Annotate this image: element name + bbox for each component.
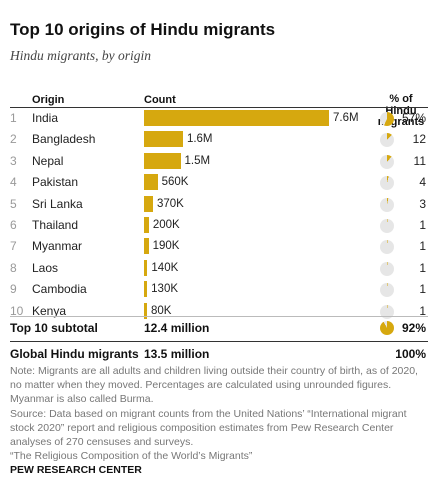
note-text: Note: Migrants are all adults and childr…: [10, 365, 418, 406]
global-count: 13.5 million: [144, 347, 210, 361]
count-bar: [144, 110, 329, 126]
count-bar: [144, 217, 149, 233]
table-row: 4 Pakistan 560K 4: [10, 172, 428, 194]
global-percent: 100%: [395, 347, 426, 361]
percent-pie-icon: [380, 197, 394, 212]
table-row: 10 Kenya 80K 1: [10, 301, 428, 323]
rank-number: 5: [10, 196, 17, 211]
global-row: Global Hindu migrants 13.5 million 100%: [10, 345, 428, 365]
global-label: Global Hindu migrants: [10, 347, 139, 361]
table-row: 2 Bangladesh 1.6M 12: [10, 129, 428, 151]
notes-block: Note: Migrants are all adults and childr…: [10, 364, 430, 463]
table-row: 6 Thailand 200K 1: [10, 215, 428, 237]
origin-label: India: [32, 111, 59, 125]
pew-logo-text: PEW RESEARCH CENTER: [10, 464, 142, 476]
count-label: 1.6M: [186, 133, 213, 146]
chart-title: Top 10 origins of Hindu migrants: [10, 20, 276, 39]
percent-label: 1: [419, 218, 426, 232]
percent-label: 11: [413, 153, 426, 168]
count-label: 7.6M: [333, 112, 359, 124]
table-row: 1 India 7.6M 57%: [10, 108, 428, 130]
report-title: “The Religious Composition of the World’…: [10, 450, 253, 463]
percent-pie-icon: [380, 112, 394, 126]
origin-label: Bangladesh: [32, 132, 96, 147]
count-bar: [144, 195, 153, 212]
percent-label: 1: [419, 260, 426, 275]
rank-number: 7: [10, 239, 17, 254]
count-bar: [144, 238, 149, 255]
origin-label: Cambodia: [32, 282, 87, 297]
percent-pie-icon: [380, 219, 394, 233]
count-label: 140K: [151, 261, 179, 274]
subtotal-label: Top 10 subtotal: [10, 321, 98, 335]
percent-label: 1: [419, 239, 426, 254]
percent-header-line-2: Hindu: [385, 104, 417, 117]
subtotal-rule: [10, 316, 428, 317]
origin-label: Laos: [32, 260, 59, 275]
percent-column-header: % of Hindu migrants: [371, 93, 431, 129]
count-label: 1.5M: [184, 154, 211, 167]
percent-pie-icon: [380, 176, 394, 191]
percent-pie-icon: [380, 261, 394, 276]
count-label: 80K: [151, 304, 172, 317]
rank-number: 10: [10, 303, 24, 318]
count-bar: [144, 302, 147, 319]
subtotal-count: 12.4 million: [144, 321, 210, 335]
percent-label: 12: [412, 132, 426, 147]
count-bar: [144, 152, 181, 169]
origin-label: Myanmar: [32, 239, 83, 254]
origin-column-header: Origin: [32, 94, 65, 106]
percent-pie-icon: [380, 283, 394, 298]
count-label: 130K: [151, 283, 179, 296]
subtotal-row: Top 10 subtotal 12.4 million 92%: [10, 318, 428, 338]
percent-label: 4: [419, 175, 426, 190]
table-row: 3 Nepal 1.5M 11: [10, 151, 428, 173]
percent-header-line-3: migrants: [377, 116, 425, 128]
table-row: 5 Sri Lanka 370K 3: [10, 194, 428, 216]
rank-number: 1: [10, 111, 17, 125]
rank-number: 9: [10, 282, 17, 297]
count-bar: [144, 174, 158, 191]
percent-pie-icon: [380, 133, 394, 148]
percent-header-line-1: % of: [389, 93, 413, 105]
percent-label: 57%: [401, 111, 426, 125]
chart-subtitle: Hindu migrants, by origin: [10, 48, 152, 63]
rank-number: 8: [10, 260, 17, 275]
subtotal-percent: 92%: [401, 321, 426, 335]
count-label: 370K: [157, 197, 184, 210]
percent-label: 1: [419, 282, 426, 297]
header-rule: [10, 107, 428, 108]
percent-label: 1: [419, 303, 426, 318]
table-row: 9 Cambodia 130K 1: [10, 279, 428, 301]
table-row: 8 Laos 140K 1: [10, 258, 428, 280]
count-column-header: Count: [144, 94, 176, 106]
count-bar: [144, 131, 183, 148]
source-text: Source: Data based on migrant counts fro…: [10, 407, 407, 449]
percent-pie-icon: [380, 240, 394, 255]
origin-label: Kenya: [32, 303, 67, 318]
rank-number: 6: [10, 218, 17, 232]
rank-number: 4: [10, 175, 17, 190]
count-bar: [144, 281, 148, 298]
count-label: 200K: [152, 219, 180, 231]
percent-pie-icon: [380, 154, 394, 169]
origin-label: Sri Lanka: [32, 196, 83, 211]
origin-label: Nepal: [32, 153, 64, 168]
percent-pie-icon: [380, 304, 394, 319]
origin-label: Thailand: [32, 218, 79, 232]
count-label: 560K: [161, 176, 189, 189]
rank-number: 3: [10, 153, 17, 168]
rank-number: 2: [10, 132, 17, 147]
origin-label: Pakistan: [32, 175, 79, 190]
table-row: 7 Myanmar 190K 1: [10, 236, 428, 258]
count-bar: [144, 259, 148, 276]
percent-label: 3: [419, 196, 426, 211]
global-rule: [10, 341, 428, 342]
count-label: 190K: [152, 240, 180, 253]
subtotal-pie-icon: [380, 321, 394, 335]
